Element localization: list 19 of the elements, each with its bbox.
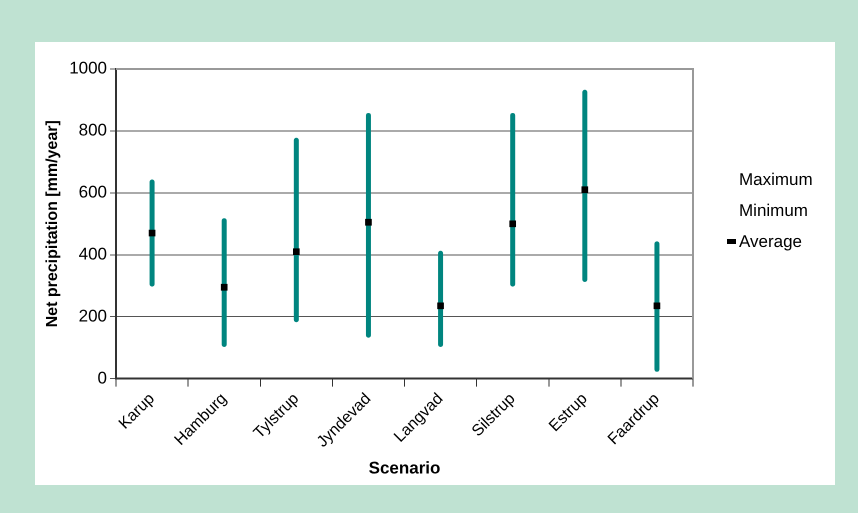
x-axis-title: Scenario [368,458,440,478]
text: Minimum [739,200,808,220]
y-tick-label: 800 [78,120,108,140]
y-axis-title: Net precipitation [mm/year] [44,120,62,328]
y-tick-label: 400 [78,244,108,264]
y-tick-label: 0 [98,368,108,388]
text: Maximum [739,170,813,190]
point [581,186,588,194]
point [509,220,516,228]
point [148,230,156,236]
point [654,302,660,310]
point [292,248,300,255]
y-tick-label: 1000 [69,58,108,78]
point [220,284,228,291]
y-tick-label: 600 [78,182,108,202]
y-tick-label: 200 [78,306,108,326]
point [437,302,444,310]
legend-label: Average [739,232,802,252]
point [365,218,372,226]
